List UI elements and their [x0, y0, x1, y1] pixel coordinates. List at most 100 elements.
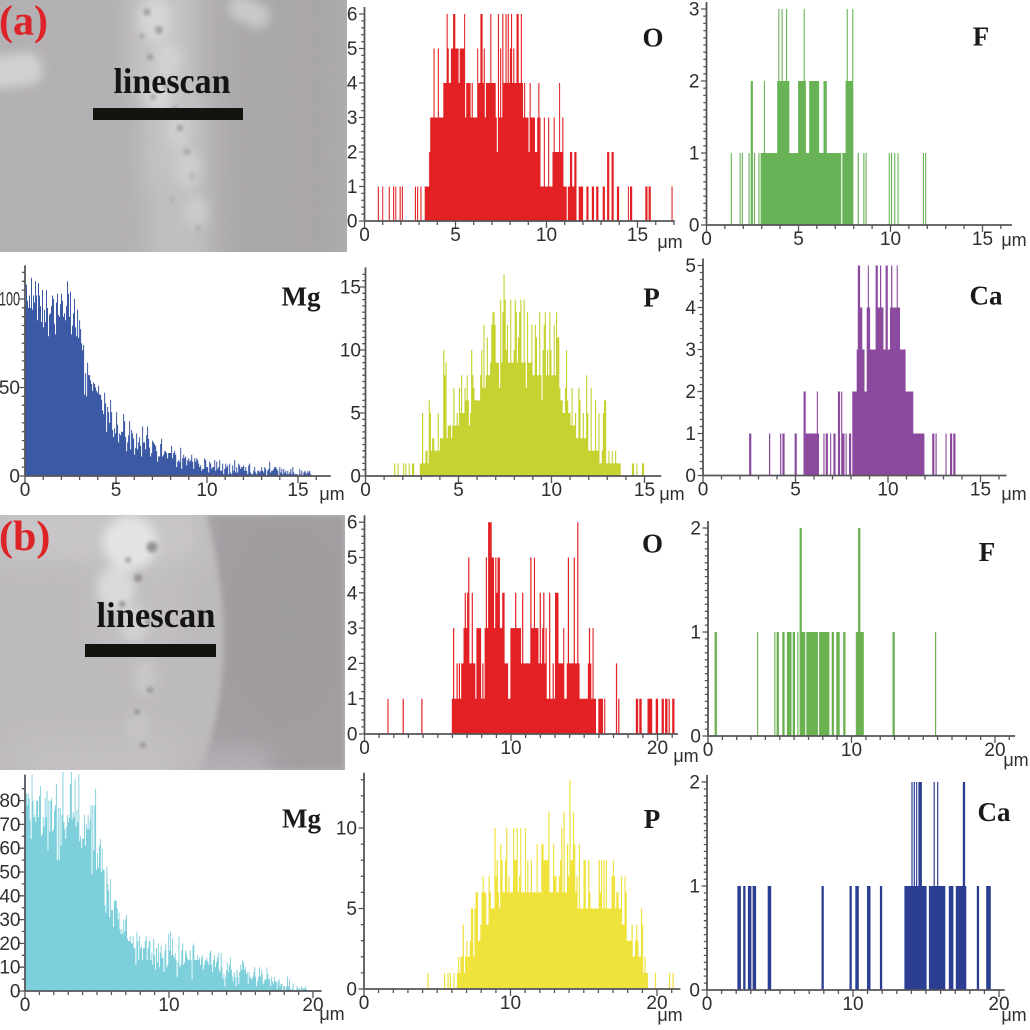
svg-text:2: 2 — [347, 143, 358, 164]
svg-text:O: O — [642, 529, 663, 559]
svg-text:1: 1 — [689, 877, 700, 898]
svg-text:Mg: Mg — [282, 804, 321, 834]
svg-text:10: 10 — [880, 229, 901, 250]
svg-text:1: 1 — [690, 623, 701, 644]
svg-text:0: 0 — [702, 994, 713, 1015]
svg-text:μm: μm — [1001, 230, 1026, 250]
svg-text:6: 6 — [347, 5, 358, 26]
svg-text:10: 10 — [541, 480, 562, 501]
svg-text:F: F — [979, 537, 996, 567]
svg-text:20: 20 — [302, 995, 323, 1016]
svg-text:10: 10 — [877, 480, 898, 501]
svg-text:2: 2 — [690, 519, 701, 540]
svg-text:5: 5 — [346, 899, 357, 920]
svg-text:Ca: Ca — [978, 797, 1011, 827]
svg-text:30: 30 — [0, 910, 21, 931]
svg-text:μm: μm — [657, 1005, 682, 1025]
svg-text:0: 0 — [690, 727, 701, 748]
svg-text:4: 4 — [347, 583, 358, 604]
svg-text:50: 50 — [0, 863, 21, 884]
svg-text:40: 40 — [0, 886, 21, 907]
svg-text:μm: μm — [319, 484, 344, 504]
svg-text:Mg: Mg — [282, 282, 321, 312]
svg-text:20: 20 — [984, 740, 1005, 761]
svg-text:0: 0 — [350, 467, 361, 488]
svg-text:5: 5 — [453, 480, 464, 501]
svg-text:3: 3 — [347, 619, 358, 640]
svg-text:μm: μm — [1001, 1005, 1026, 1025]
svg-text:0: 0 — [346, 980, 357, 1001]
svg-text:0: 0 — [359, 738, 370, 759]
svg-text:10: 10 — [340, 341, 361, 362]
svg-text:0: 0 — [689, 216, 700, 237]
svg-text:20: 20 — [646, 993, 667, 1014]
svg-text:μm: μm — [1003, 750, 1028, 770]
svg-text:5: 5 — [793, 229, 804, 250]
svg-text:0: 0 — [359, 993, 370, 1014]
svg-text:10: 10 — [536, 225, 557, 246]
svg-text:15: 15 — [287, 480, 308, 501]
svg-text:1: 1 — [347, 689, 358, 710]
svg-text:20: 20 — [0, 934, 21, 955]
svg-text:0: 0 — [347, 725, 358, 746]
svg-text:O: O — [642, 23, 663, 53]
svg-text:15: 15 — [627, 225, 648, 246]
svg-text:10: 10 — [0, 958, 21, 979]
svg-text:15: 15 — [972, 229, 993, 250]
svg-text:60: 60 — [0, 839, 21, 860]
svg-text:5: 5 — [350, 404, 361, 425]
svg-text:5: 5 — [450, 225, 461, 246]
svg-text:5: 5 — [685, 256, 696, 277]
svg-text:70: 70 — [0, 815, 21, 836]
svg-text:2: 2 — [689, 72, 700, 93]
svg-text:Ca: Ca — [970, 281, 1003, 311]
svg-text:4: 4 — [685, 298, 696, 319]
svg-text:5: 5 — [790, 480, 801, 501]
svg-text:3: 3 — [685, 340, 696, 361]
svg-text:5: 5 — [347, 548, 358, 569]
svg-text:P: P — [644, 804, 661, 834]
svg-text:15: 15 — [340, 278, 361, 299]
svg-text:μm: μm — [1001, 484, 1026, 504]
svg-text:0: 0 — [347, 212, 358, 233]
svg-text:0: 0 — [685, 466, 696, 487]
svg-text:(a): (a) — [0, 0, 48, 45]
svg-text:2: 2 — [685, 382, 696, 403]
svg-text:linescan: linescan — [114, 61, 231, 101]
svg-text:2: 2 — [689, 773, 700, 794]
svg-text:10: 10 — [336, 819, 357, 840]
svg-text:5: 5 — [111, 480, 122, 501]
svg-text:100: 100 — [0, 290, 20, 311]
svg-text:3: 3 — [347, 108, 358, 129]
svg-text:50: 50 — [0, 378, 20, 399]
svg-text:F: F — [973, 22, 990, 52]
svg-text:μm: μm — [319, 1004, 344, 1024]
svg-text:μm: μm — [673, 746, 698, 766]
svg-text:10: 10 — [500, 738, 521, 759]
svg-text:0: 0 — [20, 995, 31, 1016]
svg-text:15: 15 — [970, 480, 991, 501]
svg-text:20: 20 — [988, 994, 1009, 1015]
svg-text:0: 0 — [20, 480, 31, 501]
svg-text:0: 0 — [703, 740, 714, 761]
svg-text:10: 10 — [196, 480, 217, 501]
svg-text:0: 0 — [698, 480, 709, 501]
svg-text:80: 80 — [0, 791, 21, 812]
svg-text:10: 10 — [158, 995, 179, 1016]
svg-text:0: 0 — [9, 467, 20, 488]
svg-text:P: P — [643, 283, 660, 313]
svg-text:10: 10 — [500, 993, 521, 1014]
svg-text:10: 10 — [842, 994, 863, 1015]
svg-text:0: 0 — [689, 981, 700, 1002]
svg-text:0: 0 — [701, 229, 712, 250]
svg-text:μm: μm — [657, 232, 682, 252]
svg-text:0: 0 — [359, 225, 370, 246]
svg-text:4: 4 — [347, 74, 358, 95]
svg-text:μm: μm — [659, 484, 684, 504]
svg-text:0: 0 — [10, 982, 21, 1003]
svg-text:linescan: linescan — [97, 595, 216, 635]
svg-text:6: 6 — [347, 513, 358, 534]
svg-text:10: 10 — [841, 740, 862, 761]
svg-text:(b): (b) — [0, 514, 50, 560]
svg-text:2: 2 — [347, 654, 358, 675]
